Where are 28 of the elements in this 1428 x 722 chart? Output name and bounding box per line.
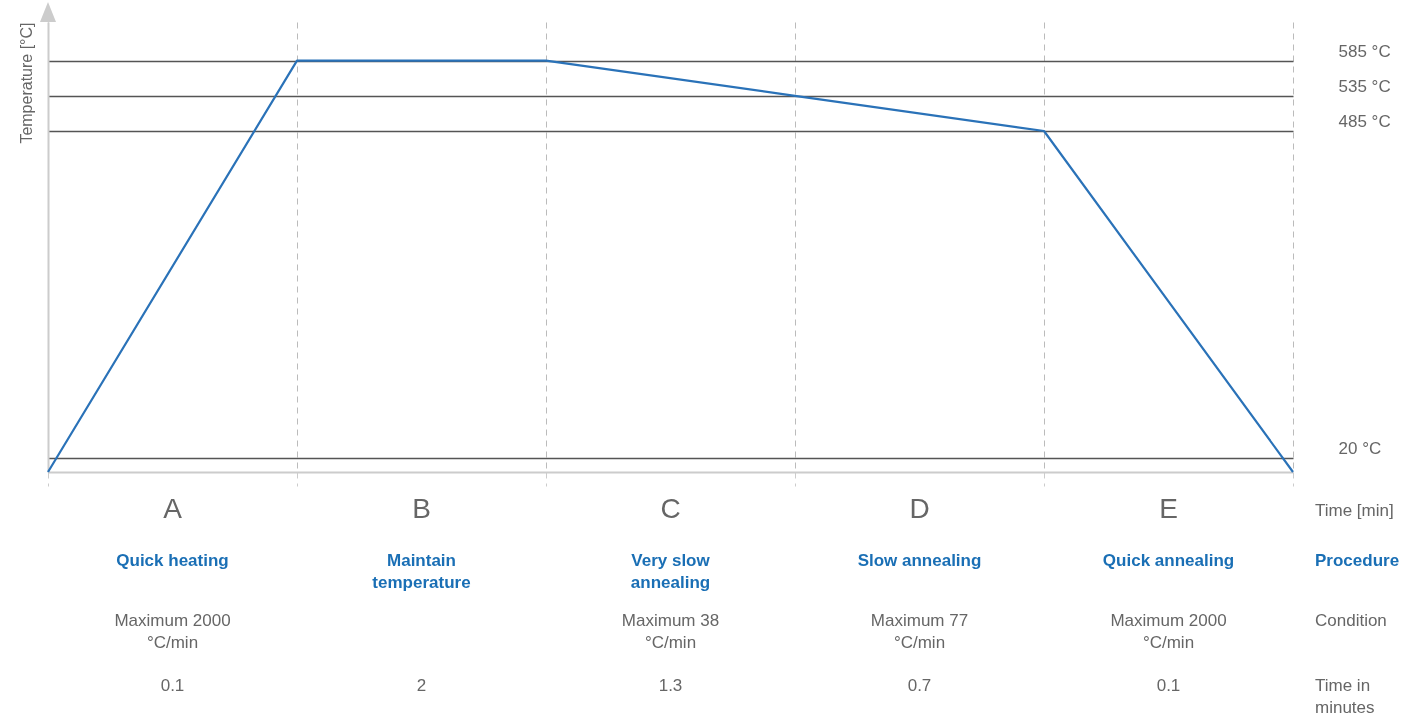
text: Maximum 77 °C/min [869,610,970,654]
text: Quick heating [115,550,230,572]
text: 0.7 [906,675,933,697]
y-tick-label: 485 °C [1338,112,1391,132]
text: Maintain temperature [371,550,472,594]
text: Very slow annealing [629,550,712,594]
text: Maximum 2000 °C/min [1109,610,1228,654]
text: 1.3 [657,675,684,697]
text: A [162,493,183,524]
text: 0.1 [159,675,186,697]
text: B [411,493,432,524]
text: D [908,493,931,524]
text: Time in minutes [1315,675,1376,719]
text: 0.1 [1155,675,1182,697]
y-tick-label: 535 °C [1338,77,1391,97]
text: Condition [1315,610,1388,632]
text: Maximum 38 °C/min [620,610,721,654]
text: Procedure [1315,550,1401,572]
text: E [1158,493,1179,524]
y-tick-label: 20 °C [1338,439,1382,459]
text: C [659,493,682,524]
text: 2 [415,675,428,697]
x-axis-title: Time [min] [1315,500,1395,522]
y-tick-label: 585 °C [1338,42,1391,62]
y-axis-title: Temperature [°C] [17,22,35,144]
text: Slow annealing [856,550,983,572]
text: Quick annealing [1101,550,1236,572]
text: Maximum 2000 °C/min [113,610,232,654]
